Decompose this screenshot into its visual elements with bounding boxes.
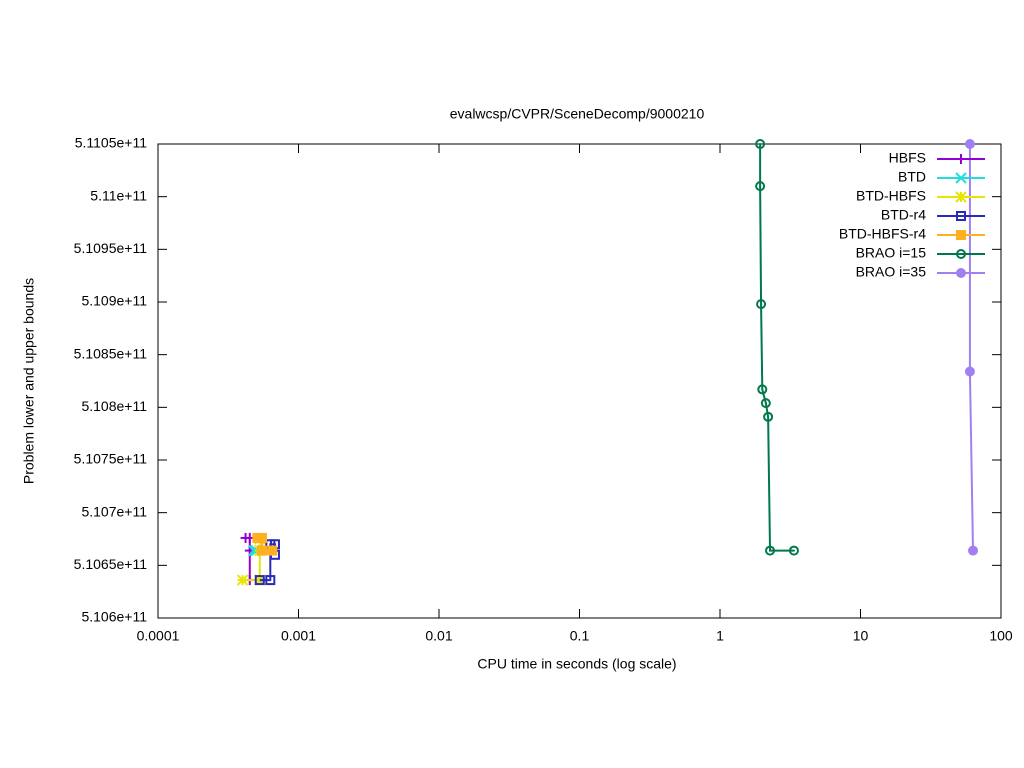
marker-shape <box>755 139 766 149</box>
marker-dot <box>792 549 795 552</box>
marker <box>265 575 276 586</box>
marker <box>956 154 966 164</box>
x-tick-label: 10 <box>853 628 869 644</box>
marker-shape <box>760 398 771 409</box>
marker-shape <box>257 532 268 543</box>
x-tick-label: 0.01 <box>425 628 452 644</box>
marker-stroke <box>955 191 967 203</box>
marker-shape <box>257 545 268 556</box>
legend-label: BTD-HBFS-r4 <box>839 226 926 242</box>
legend-label: BRAO i=35 <box>856 264 927 280</box>
marker-shape <box>765 545 776 556</box>
marker-dot <box>960 253 962 255</box>
marker <box>788 545 799 556</box>
marker <box>964 139 975 149</box>
legend-label: HBFS <box>889 150 926 166</box>
marker-dot <box>759 185 762 188</box>
marker-shape <box>956 211 966 221</box>
marker-shape <box>956 249 966 259</box>
y-tick-label: 5.109e+11 <box>81 293 147 309</box>
marker-shape <box>956 268 966 278</box>
marker <box>254 575 265 586</box>
marker-dot <box>760 303 763 306</box>
y-tick-label: 5.1105e+11 <box>75 135 147 151</box>
y-tick-label: 5.108e+11 <box>81 398 147 414</box>
marker-dot <box>769 549 772 552</box>
marker <box>267 545 278 556</box>
legend-label: BTD <box>898 169 926 185</box>
marker <box>755 139 766 149</box>
marker-shape <box>968 545 979 556</box>
marker <box>956 249 966 259</box>
marker <box>236 574 249 586</box>
marker <box>763 411 774 422</box>
marker <box>956 211 966 221</box>
marker-stroke <box>236 574 249 586</box>
y-tick-label: 5.1095e+11 <box>74 240 148 256</box>
marker-dot <box>767 415 770 418</box>
chart-title: evalwcsp/CVPR/SceneDecomp/9000210 <box>450 106 705 122</box>
y-tick-label: 5.1085e+11 <box>74 345 148 361</box>
marker-shape <box>267 545 278 556</box>
marker-shape <box>964 366 975 377</box>
marker <box>956 268 966 278</box>
marker-shape <box>265 575 276 586</box>
x-tick-label: 1 <box>716 628 724 644</box>
marker <box>955 191 967 203</box>
marker <box>257 545 268 556</box>
marker <box>964 366 975 377</box>
marker-shape <box>756 299 767 310</box>
y-tick-label: 5.106e+11 <box>81 609 147 625</box>
marker <box>757 384 768 395</box>
marker <box>955 172 967 184</box>
y-tick-label: 5.107e+11 <box>81 503 147 519</box>
y-tick-label: 5.1065e+11 <box>74 556 148 572</box>
y-tick-label: 5.11e+11 <box>90 187 147 203</box>
marker <box>760 398 771 409</box>
legend-label: BTD-r4 <box>881 207 926 223</box>
marker-shape <box>757 384 768 395</box>
marker <box>956 230 966 240</box>
legend-label: BTD-HBFS <box>856 188 926 204</box>
marker <box>968 545 979 556</box>
marker <box>755 181 766 192</box>
marker <box>765 545 776 556</box>
series-line <box>242 539 261 582</box>
marker-dot <box>764 402 767 405</box>
x-tick-label: 0.1 <box>570 628 590 644</box>
marker-shape <box>788 545 799 556</box>
x-axis-label: CPU time in seconds (log scale) <box>477 656 676 672</box>
y-axis-label: Problem lower and upper bounds <box>21 278 37 484</box>
series-line <box>759 144 794 552</box>
plot-border <box>157 143 1002 619</box>
marker-stroke <box>955 172 967 184</box>
x-tick-label: 0.0001 <box>137 628 180 644</box>
marker-shape <box>956 230 966 240</box>
marker-dot <box>759 143 762 145</box>
marker-shape <box>254 575 265 586</box>
marker-shape <box>755 181 766 192</box>
marker-dot <box>761 388 764 391</box>
marker-shape <box>964 139 975 149</box>
marker <box>756 299 767 310</box>
y-tick-label: 5.1075e+11 <box>74 451 148 467</box>
x-tick-label: 100 <box>989 628 1013 644</box>
legend-label: BRAO i=15 <box>856 245 927 261</box>
marker <box>257 532 268 543</box>
marker-shape <box>763 411 774 422</box>
x-tick-label: 0.001 <box>281 628 316 644</box>
